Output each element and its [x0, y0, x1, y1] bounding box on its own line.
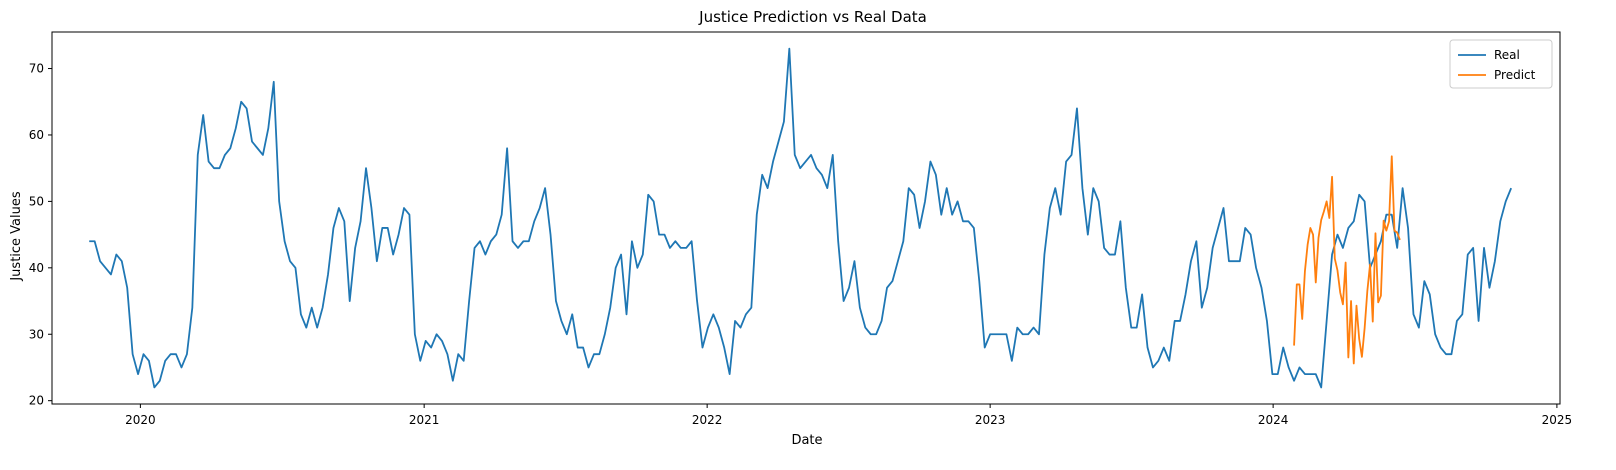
x-axis-label: Date	[791, 433, 822, 448]
x-tick-label: 2025	[1542, 413, 1573, 427]
legend-label-real: Real	[1494, 48, 1520, 62]
x-tick-label: 2023	[975, 413, 1006, 427]
plot-frame	[51, 31, 1561, 405]
legend-label-predict: Predict	[1494, 68, 1536, 82]
x-tick-label: 2021	[409, 413, 440, 427]
y-tick-label: 20	[29, 394, 44, 408]
y-axis-label: Justice Values	[9, 191, 24, 282]
series-line-real	[89, 47, 1512, 389]
y-tick-label: 70	[29, 62, 44, 76]
y-tick-label: 30	[29, 327, 44, 341]
x-tick-label: 2024	[1258, 413, 1289, 427]
series-line-predict	[1293, 155, 1401, 365]
legend-box	[1449, 39, 1553, 89]
y-tick-label: 40	[29, 261, 44, 275]
y-tick-label: 50	[29, 194, 44, 208]
chart-title: Justice Prediction vs Real Data	[698, 8, 927, 26]
x-tick-label: 2022	[692, 413, 723, 427]
x-tick-label: 2020	[125, 413, 156, 427]
y-tick-label: 60	[29, 128, 44, 142]
